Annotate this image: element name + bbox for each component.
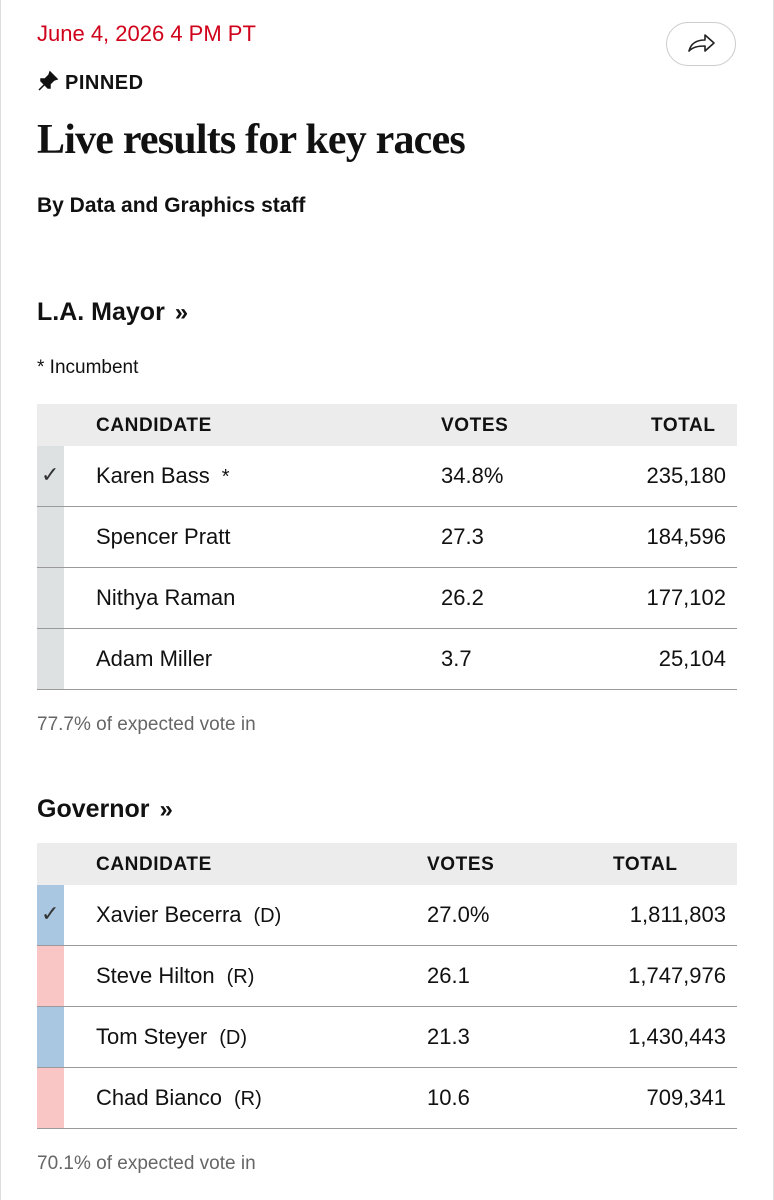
timestamp: June 4, 2026 4 PM PT bbox=[37, 21, 256, 46]
race-link-mark: » bbox=[159, 796, 173, 823]
candidate-name: Tom Steyer bbox=[96, 1024, 208, 1049]
vote-total: 235,180 bbox=[646, 463, 726, 488]
vote-share: 26.2 bbox=[441, 585, 484, 610]
candidate-name: Adam Miller bbox=[96, 646, 213, 671]
candidate-name: Nithya Raman bbox=[96, 585, 236, 610]
vote-total: 1,811,803 bbox=[629, 902, 726, 927]
vote-share: 26.1 bbox=[427, 963, 470, 988]
race-heading[interactable]: Governor » bbox=[37, 795, 173, 824]
result-row: Nithya Raman 26.2 177,102 bbox=[37, 568, 737, 629]
share-icon bbox=[688, 34, 715, 52]
party-bar bbox=[37, 946, 64, 1006]
winner-check: ✓ bbox=[41, 462, 60, 487]
party-bar bbox=[37, 885, 64, 945]
vote-total: 184,596 bbox=[646, 524, 726, 549]
vote-total: 177,102 bbox=[646, 585, 726, 610]
candidate-name: Xavier Becerra bbox=[96, 902, 242, 927]
vote-total: 25,104 bbox=[658, 646, 726, 671]
party-bar bbox=[37, 1007, 64, 1067]
vote-share: 21.3 bbox=[427, 1024, 470, 1049]
candidate-tag: (R) bbox=[226, 966, 255, 988]
race-footer: 77.7% of expected vote in bbox=[37, 714, 256, 735]
candidate: Tom Steyer (D) bbox=[96, 1024, 247, 1050]
vote-total: 1,430,443 bbox=[628, 1024, 726, 1049]
candidate-name: Steve Hilton bbox=[96, 963, 215, 988]
vote-total: 709,341 bbox=[646, 1085, 726, 1110]
pinned-label: PINNED bbox=[37, 70, 144, 95]
candidate: Nithya Raman bbox=[96, 585, 235, 611]
candidate-tag: (D) bbox=[219, 1027, 248, 1049]
result-row: Chad Bianco (R) 10.6 709,341 bbox=[37, 1068, 737, 1129]
party-bar bbox=[37, 1068, 64, 1128]
party-bar bbox=[37, 568, 64, 628]
column-header: CANDIDATE bbox=[96, 854, 212, 875]
vote-share: 27.0% bbox=[427, 902, 490, 927]
vote-share: 10.6 bbox=[427, 1085, 470, 1110]
race-footer: 70.1% of expected vote in bbox=[37, 1153, 256, 1174]
byline: By Data and Graphics staff bbox=[37, 194, 306, 217]
candidate-name: Chad Bianco bbox=[96, 1085, 222, 1110]
column-header: TOTAL bbox=[651, 415, 716, 436]
candidate-name: Karen Bass bbox=[96, 463, 210, 488]
vote-share: 3.7 bbox=[441, 646, 472, 671]
result-row: Spencer Pratt 27.3 184,596 bbox=[37, 507, 737, 568]
candidate: Chad Bianco (R) bbox=[96, 1085, 262, 1111]
candidate: Xavier Becerra (D) bbox=[96, 902, 281, 928]
candidate-tag: * bbox=[221, 466, 230, 488]
candidate: Adam Miller bbox=[96, 646, 212, 672]
candidate: Spencer Pratt bbox=[96, 524, 231, 550]
headline: Live results for key races bbox=[37, 117, 466, 163]
vote-share: 27.3 bbox=[441, 524, 484, 549]
column-header: VOTES bbox=[427, 854, 495, 875]
table-header: CANDIDATE VOTES TOTAL bbox=[37, 843, 737, 885]
result-row: ✓ Karen Bass * 34.8% 235,180 bbox=[37, 446, 737, 507]
winner-check: ✓ bbox=[41, 901, 60, 926]
candidate-tag: (R) bbox=[233, 1088, 262, 1110]
vote-total: 1,747,976 bbox=[628, 963, 726, 988]
candidate: Steve Hilton (R) bbox=[96, 963, 254, 989]
race-link-mark: » bbox=[174, 299, 189, 326]
result-row: Adam Miller 3.7 25,104 bbox=[37, 629, 737, 690]
pin-icon bbox=[38, 70, 59, 91]
race-heading[interactable]: L.A. Mayor » bbox=[37, 298, 188, 327]
table-header: CANDIDATE VOTES TOTAL bbox=[37, 404, 737, 446]
result-row: ✓ Xavier Becerra (D) 27.0% 1,811,803 bbox=[37, 885, 737, 946]
party-bar bbox=[37, 629, 64, 689]
share-button[interactable] bbox=[666, 22, 736, 66]
result-row: Steve Hilton (R) 26.1 1,747,976 bbox=[37, 946, 737, 1007]
candidate-name: Spencer Pratt bbox=[96, 524, 231, 549]
pinned-text: PINNED bbox=[65, 72, 144, 94]
race-name: Governor bbox=[37, 795, 150, 823]
column-header: CANDIDATE bbox=[96, 415, 212, 436]
vote-share: 34.8% bbox=[441, 463, 504, 488]
column-header: VOTES bbox=[441, 415, 509, 436]
result-row: Tom Steyer (D) 21.3 1,430,443 bbox=[37, 1007, 737, 1068]
party-bar bbox=[37, 507, 64, 567]
party-bar bbox=[37, 446, 64, 506]
race-name: L.A. Mayor bbox=[37, 298, 165, 326]
candidate: Karen Bass * bbox=[96, 463, 230, 489]
race-note: * Incumbent bbox=[37, 357, 139, 378]
candidate-tag: (D) bbox=[253, 905, 282, 927]
column-header: TOTAL bbox=[613, 854, 678, 875]
